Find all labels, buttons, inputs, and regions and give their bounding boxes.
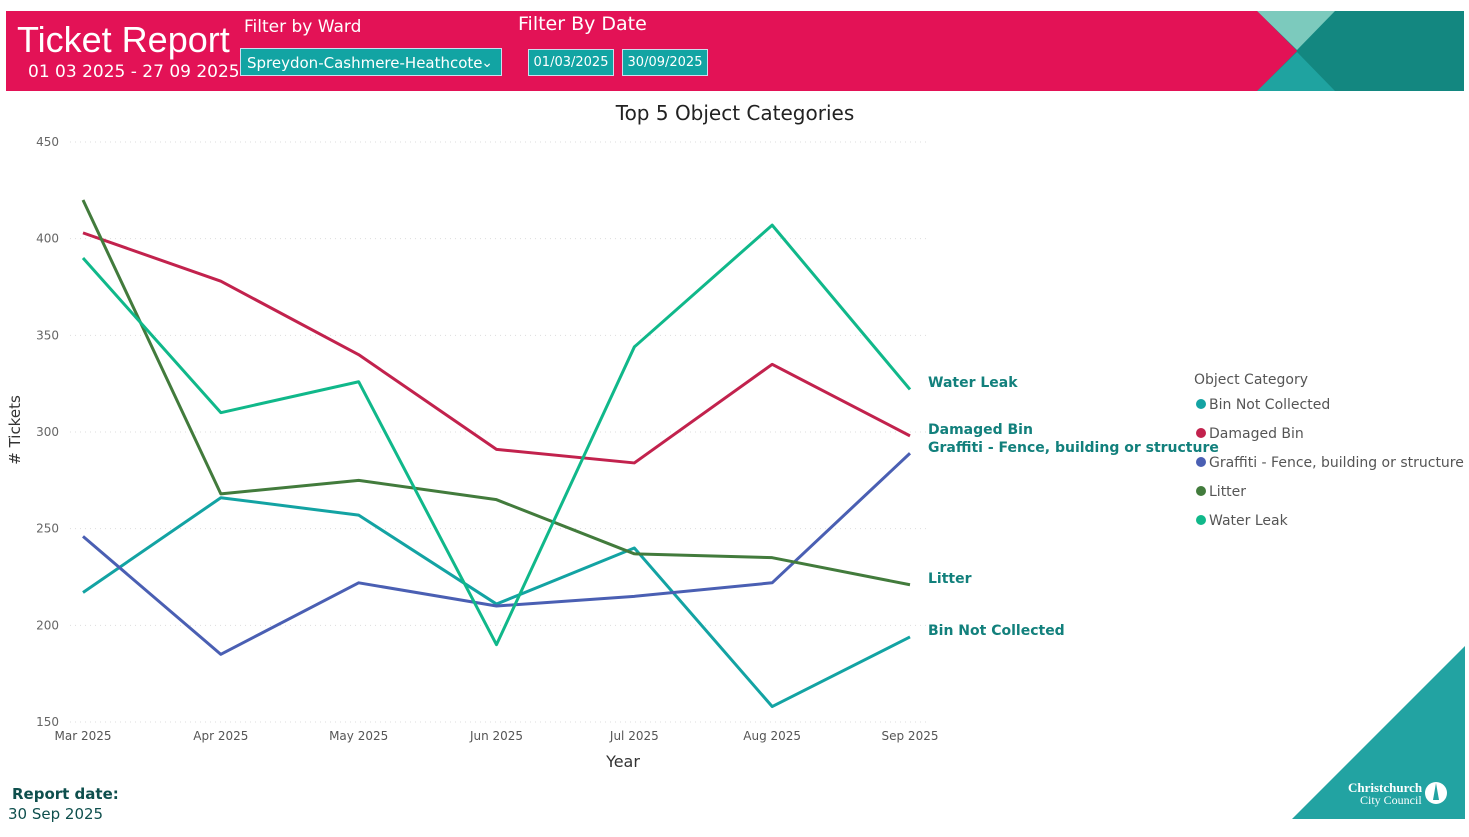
y-tick-label: 200 <box>36 618 59 632</box>
series-line-water-leak <box>81 223 912 647</box>
legend-item[interactable]: Litter <box>1209 484 1246 500</box>
series-line-damaged-bin <box>82 231 911 465</box>
series-line-bin-not-collected <box>82 496 911 709</box>
y-tick-label: 300 <box>36 425 59 439</box>
x-tick-label: Aug 2025 <box>743 729 801 743</box>
end-label: Water Leak <box>928 375 1018 391</box>
legend-marker <box>1196 399 1206 409</box>
svg-text:City Council: City Council <box>1360 793 1422 807</box>
banner-decoration <box>1257 11 1464 91</box>
y-tick-label: 150 <box>36 715 59 729</box>
legend-marker <box>1196 486 1206 496</box>
x-tick-label: Sep 2025 <box>882 729 939 743</box>
series-line-graffiti-fence-building-or-structure <box>82 452 912 656</box>
legend-title: Object Category <box>1194 372 1308 388</box>
report-date-value: 30 Sep 2025 <box>8 805 104 823</box>
chevron-down-icon: ⌄ <box>481 55 493 71</box>
legend-item[interactable]: Graffiti - Fence, building or structure <box>1209 455 1464 471</box>
chart-title: Top 5 Object Categories <box>615 101 855 125</box>
y-axis-title: # Tickets <box>6 395 24 465</box>
x-tick-label: Mar 2025 <box>55 729 112 743</box>
x-tick-label: Jun 2025 <box>469 729 523 743</box>
legend-item[interactable]: Damaged Bin <box>1209 426 1304 442</box>
y-tick-label: 400 <box>36 232 59 246</box>
x-tick-label: Jul 2025 <box>609 729 659 743</box>
ward-dropdown[interactable]: Spreydon-Cashmere-Heathcote ⌄ <box>240 48 502 76</box>
series-line-litter <box>81 199 911 587</box>
date-to-input[interactable]: 30/09/2025 <box>622 49 708 76</box>
x-tick-label: May 2025 <box>329 729 388 743</box>
end-label: Damaged Bin <box>928 422 1033 438</box>
legend-item[interactable]: Bin Not Collected <box>1209 397 1330 413</box>
report-date-label: Report date: <box>12 785 119 803</box>
end-label: Graffiti - Fence, building or structure <box>928 440 1219 456</box>
report-title: Ticket Report <box>17 19 230 60</box>
report-date-range: 01 03 2025 - 27 09 2025 <box>28 62 240 82</box>
legend-marker <box>1196 428 1206 438</box>
y-tick-label: 450 <box>36 135 59 149</box>
y-tick-label: 250 <box>36 522 59 536</box>
header-banner: Ticket Report 01 03 2025 - 27 09 2025 Fi… <box>6 11 1464 91</box>
date-from-input[interactable]: 01/03/2025 <box>528 49 614 76</box>
x-axis-title: Year <box>605 752 640 771</box>
ward-filter-label: Filter by Ward <box>244 17 362 37</box>
end-label: Bin Not Collected <box>928 623 1065 639</box>
council-logo: Christchurch City Council <box>1292 646 1465 819</box>
legend-item[interactable]: Water Leak <box>1209 513 1289 529</box>
date-filter-label: Filter By Date <box>518 13 647 35</box>
legend-marker <box>1196 515 1206 525</box>
x-tick-label: Apr 2025 <box>193 729 248 743</box>
legend-marker <box>1196 457 1206 467</box>
line-chart: Top 5 Object Categories 150 200 250 300 350 40… <box>6 101 1464 771</box>
end-label: Litter <box>928 571 972 587</box>
y-tick-label: 350 <box>36 328 59 342</box>
svg-text:Christchurch: Christchurch <box>1348 780 1423 795</box>
ward-selected-value: Spreydon-Cashmere-Heathcote <box>247 54 483 72</box>
